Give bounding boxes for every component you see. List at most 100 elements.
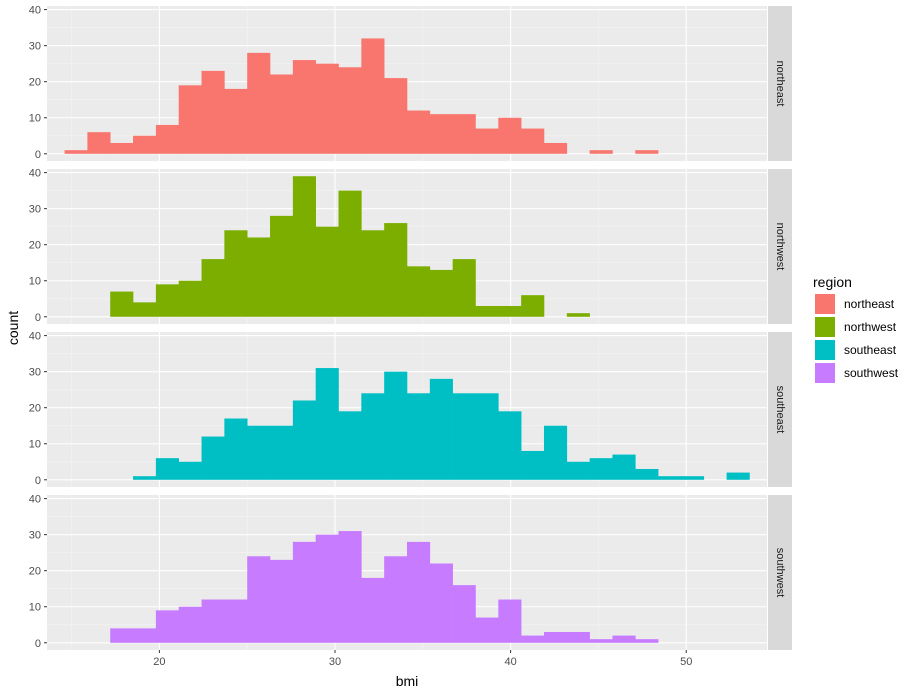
histogram-bar (178, 85, 202, 154)
y-tick-label: 30 (29, 530, 41, 542)
histogram-bar (407, 110, 431, 154)
histogram-bar (315, 226, 339, 317)
histogram-bar (521, 635, 545, 643)
histogram-bar (475, 617, 499, 643)
histogram-bar (292, 400, 316, 480)
legend-key-southeast (815, 340, 835, 360)
histogram-bar (566, 631, 590, 643)
histogram-bar (429, 269, 453, 317)
histogram-bar (270, 215, 294, 317)
x-tick-label: 50 (680, 656, 692, 668)
legend-label-southwest: southwest (844, 366, 899, 380)
histogram-bar (498, 411, 522, 480)
histogram-bar (178, 280, 202, 317)
histogram-bar (133, 302, 157, 317)
histogram-bar (589, 639, 613, 643)
histogram-bar (133, 476, 157, 480)
histogram-bar (224, 230, 248, 317)
histogram-bar (521, 128, 545, 154)
histogram-bar (224, 88, 248, 154)
facet-panel-southwest: 0 10 20 30 40 southwest (29, 494, 792, 650)
histogram-bar (64, 150, 88, 154)
histogram-bar (429, 563, 453, 643)
legend-label-northwest: northwest (844, 320, 897, 334)
y-tick-label: 10 (29, 439, 41, 451)
histogram-bar (407, 393, 431, 480)
histogram-bar (452, 585, 476, 643)
y-tick-label: 20 (29, 403, 41, 415)
x-axis-title: bmi (396, 673, 419, 689)
histogram-bar (521, 295, 545, 317)
histogram-bars-southeast (133, 368, 750, 480)
histogram-bar (384, 223, 408, 317)
histogram-bar (543, 425, 568, 480)
histogram-bar (338, 67, 362, 154)
y-tick-label: 30 (29, 367, 41, 379)
histogram-bar (315, 368, 339, 480)
facet-strip (768, 495, 792, 650)
histogram-bar (338, 411, 362, 480)
y-tick-label: 0 (35, 638, 41, 650)
histogram-bar (475, 393, 499, 480)
x-tick-label: 30 (329, 656, 341, 668)
y-tick-label: 10 (29, 113, 41, 125)
y-tick-label: 0 (35, 475, 41, 487)
histogram-bar (407, 266, 431, 317)
legend-label-southeast: southeast (844, 343, 897, 357)
histogram-bar (612, 635, 636, 643)
histogram-bar (475, 128, 499, 154)
facet-strip (768, 6, 792, 161)
histogram-bar (635, 639, 659, 643)
histogram-bar (452, 259, 476, 317)
histogram-bar (110, 142, 134, 154)
x-tick-label: 40 (504, 656, 516, 668)
histogram-bar (247, 237, 271, 317)
facet-panels: 0 10 20 30 40 northeast 0 10 20 30 40 northwest 0 10 2… (29, 5, 792, 650)
histogram-bar (384, 78, 408, 154)
histogram-bar (292, 176, 316, 317)
histogram-bar (201, 599, 225, 643)
histogram-bar (247, 425, 271, 480)
facet-strip-label: southeast (774, 386, 786, 434)
histogram-bar (338, 190, 362, 317)
histogram-bar (270, 559, 294, 643)
histogram-bar (566, 461, 590, 480)
legend-key-northwest (815, 317, 835, 337)
y-tick-label: 20 (29, 77, 41, 89)
histogram-bar (635, 468, 659, 480)
legend-label-northeast: northeast (844, 297, 895, 311)
histogram-bar (521, 450, 545, 480)
x-axis: 20 30 40 50 (153, 650, 692, 668)
histogram-bar (292, 60, 316, 154)
histogram-bar (270, 425, 294, 480)
histogram-bar (589, 458, 613, 480)
histogram-bar (224, 418, 248, 480)
facet-strip-label: southwest (774, 548, 786, 598)
histogram-bar (498, 117, 522, 154)
histogram-bar (429, 378, 453, 480)
histogram-bar (475, 305, 499, 317)
histogram-bar (155, 610, 180, 643)
facet-panel-southeast: 0 10 20 30 40 southeast (29, 331, 792, 487)
histogram-bar (270, 74, 294, 154)
y-tick-label: 20 (29, 566, 41, 578)
histogram-bar (589, 150, 613, 154)
histogram-bar (201, 436, 225, 480)
histogram-bar (384, 556, 408, 643)
histogram-bar (201, 70, 225, 154)
histogram-bar (338, 531, 362, 643)
y-tick-label: 40 (29, 5, 41, 17)
y-tick-label: 20 (29, 240, 41, 252)
facet-strip (768, 332, 792, 487)
histogram-bar (178, 461, 202, 480)
histogram-bar (247, 556, 271, 643)
histogram-bar (407, 541, 431, 643)
histogram-bar (361, 393, 385, 480)
histogram-bar (315, 534, 339, 643)
histogram-bar (361, 38, 385, 154)
histogram-bar (498, 305, 522, 317)
y-tick-label: 10 (29, 602, 41, 614)
histogram-bar (292, 541, 316, 643)
histogram-bars-southwest (110, 531, 659, 643)
